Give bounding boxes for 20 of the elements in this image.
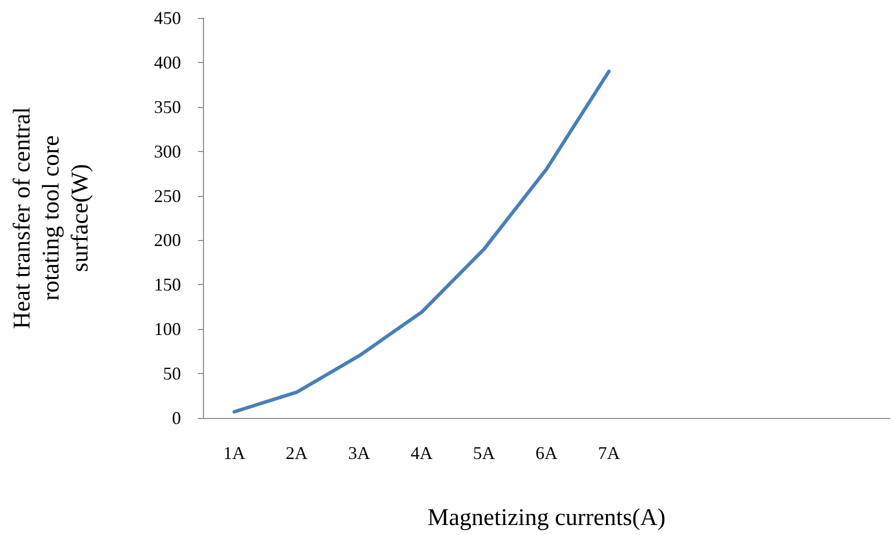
x-tick-label: 1A — [223, 443, 246, 463]
y-tick-label: 400 — [154, 52, 181, 72]
x-tick-label: 3A — [348, 443, 370, 463]
y-axis-title: Heat transfer of central rotating tool core surface(W) — [10, 106, 94, 329]
y-tick-label: 50 — [163, 364, 181, 384]
y-tick-label: 150 — [154, 274, 181, 295]
x-tick-label: 7A — [598, 443, 620, 463]
y-tick-label: 350 — [154, 96, 181, 117]
x-axis-title: Magnetizing currents(A) — [428, 505, 666, 531]
line-series — [232, 70, 611, 414]
x-tick-label: 6A — [536, 443, 558, 463]
y-tick-label: 100 — [154, 319, 181, 340]
x-tick-label: 5A — [473, 443, 496, 463]
y-tick-label: 250 — [154, 186, 181, 206]
x-tick-label: 2A — [286, 443, 308, 463]
y-tick-label: 0 — [172, 408, 181, 428]
y-tick-label: 450 — [154, 8, 181, 28]
y-tick-label: 200 — [154, 230, 181, 250]
y-tick-label: 300 — [154, 141, 181, 162]
x-tick-label: 4A — [410, 443, 433, 463]
